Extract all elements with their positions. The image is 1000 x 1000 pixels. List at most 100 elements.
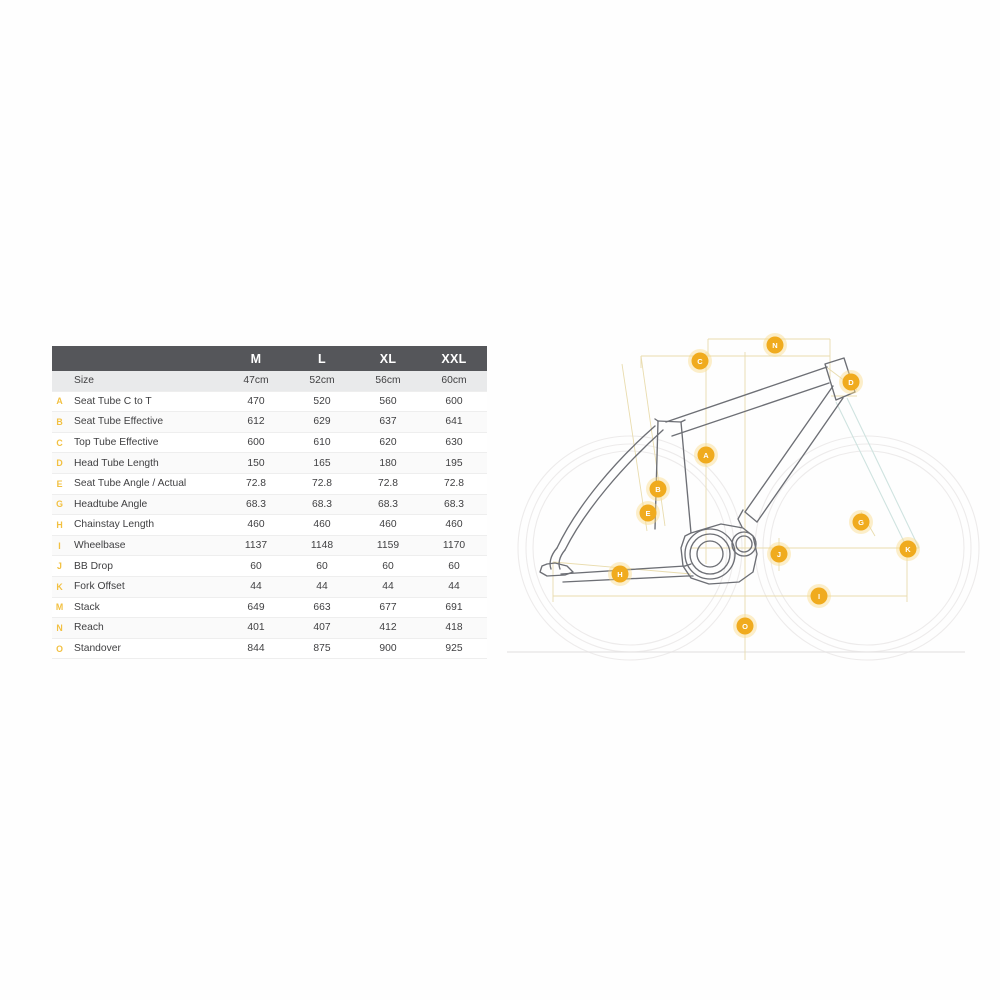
diagram-badge-c[interactable]: C (688, 349, 712, 373)
row-value-l: 875 (289, 638, 355, 660)
diagram-badge-d[interactable]: D (839, 370, 863, 394)
row-value-xxl: 460 (421, 514, 487, 536)
badge-circle[interactable] (736, 617, 754, 635)
header-size-xxl: XXL (421, 346, 487, 371)
row-value-l: 72.8 (289, 473, 355, 495)
row-value-size-xl: 56cm (355, 371, 421, 392)
row-value-l: 407 (289, 617, 355, 639)
row-value-m: 150 (223, 452, 289, 474)
row-value-xxl: 44 (421, 576, 487, 598)
diagram-badge-b[interactable]: B (646, 477, 670, 501)
row-label: Seat Tube Effective (68, 411, 223, 433)
row-label-size: Size (68, 371, 223, 392)
badge-circle[interactable] (810, 587, 828, 605)
table-row: K Fork Offset 44 44 44 44 (52, 576, 487, 598)
dimension-lines (552, 338, 919, 660)
row-value-l: 629 (289, 411, 355, 433)
row-label: Stack (68, 597, 223, 619)
row-value-xxl: 925 (421, 638, 487, 660)
row-value-xl: 677 (355, 597, 421, 619)
table-header-row: M L XL XXL (52, 346, 487, 371)
row-label: Top Tube Effective (68, 432, 223, 454)
row-key-letter: N (52, 617, 68, 639)
row-value-xl: 180 (355, 452, 421, 474)
diagram-badge-i[interactable]: I (807, 584, 831, 608)
row-value-xxl: 600 (421, 391, 487, 413)
row-key-letter: J (52, 555, 68, 577)
table-row: M Stack 649 663 677 691 (52, 597, 487, 619)
row-value-l: 610 (289, 432, 355, 454)
row-label: Reach (68, 617, 223, 639)
row-value-m: 844 (223, 638, 289, 660)
badge-circle[interactable] (649, 480, 667, 498)
table-row: A Seat Tube C to T 470 520 560 600 (52, 391, 487, 413)
badge-circle[interactable] (899, 540, 917, 558)
row-value-size-m: 47cm (223, 371, 289, 392)
row-value-m: 600 (223, 432, 289, 454)
row-value-xl: 60 (355, 555, 421, 577)
row-key-letter: M (52, 597, 68, 619)
table-row: G Headtube Angle 68.3 68.3 68.3 68.3 (52, 494, 487, 516)
row-value-xl: 72.8 (355, 473, 421, 495)
diagram-badge-a[interactable]: A (694, 443, 718, 467)
badge-circle[interactable] (852, 513, 870, 531)
row-value-xl: 44 (355, 576, 421, 598)
row-label: Chainstay Length (68, 514, 223, 536)
row-key-letter: A (52, 391, 68, 413)
row-label: Seat Tube C to T (68, 391, 223, 413)
row-value-m: 470 (223, 391, 289, 413)
row-value-size-xxl: 60cm (421, 371, 487, 392)
table-body: Size 47cm 52cm 56cm 60cm A Seat Tube C to… (52, 371, 487, 660)
row-value-xxl: 630 (421, 432, 487, 454)
table-row-size: Size 47cm 52cm 56cm 60cm (52, 371, 487, 392)
table-head: M L XL XXL (52, 346, 487, 371)
table-row: J BB Drop 60 60 60 60 (52, 555, 487, 577)
row-value-l: 68.3 (289, 494, 355, 516)
row-key-letter: I (52, 535, 68, 557)
row-value-m: 60 (223, 555, 289, 577)
row-key-size (52, 371, 68, 392)
row-label: Headtube Angle (68, 494, 223, 516)
row-value-xl: 637 (355, 411, 421, 433)
badge-circle[interactable] (639, 504, 657, 522)
row-label: Standover (68, 638, 223, 660)
badge-circle[interactable] (766, 336, 784, 354)
row-value-xxl: 691 (421, 597, 487, 619)
row-value-m: 649 (223, 597, 289, 619)
geometry-table: M L XL XXL Size 47cm 52cm 56cm 60cm A Sea… (52, 346, 487, 660)
diagram-badge-e[interactable]: E (636, 501, 660, 525)
row-value-xl: 620 (355, 432, 421, 454)
row-value-m: 612 (223, 411, 289, 433)
row-value-xl: 560 (355, 391, 421, 413)
row-value-xxl: 72.8 (421, 473, 487, 495)
row-key-letter: E (52, 473, 68, 495)
table-row: O Standover 844 875 900 925 (52, 638, 487, 660)
diagram-badge-k[interactable]: K (896, 537, 920, 561)
diagram-badge-n[interactable]: N (763, 333, 787, 357)
table-row: E Seat Tube Angle / Actual 72.8 72.8 72.8 72.… (52, 473, 487, 495)
badge-circle[interactable] (770, 545, 788, 563)
table-row: I Wheelbase 1137 1148 1159 1170 (52, 535, 487, 557)
header-size-xl: XL (355, 346, 421, 371)
row-value-xxl: 195 (421, 452, 487, 474)
diagram-badge-o[interactable]: O (733, 614, 757, 638)
row-key-letter: K (52, 576, 68, 598)
table-row: B Seat Tube Effective 612 629 637 641 (52, 411, 487, 433)
badge-circle[interactable] (691, 352, 709, 370)
row-value-xxl: 68.3 (421, 494, 487, 516)
diagram-badge-j[interactable]: J (767, 542, 791, 566)
row-value-xl: 900 (355, 638, 421, 660)
badge-circle[interactable] (611, 565, 629, 583)
badge-circle[interactable] (697, 446, 715, 464)
row-value-l: 520 (289, 391, 355, 413)
row-key-letter: B (52, 411, 68, 433)
row-value-xxl: 418 (421, 617, 487, 639)
badge-circle[interactable] (842, 373, 860, 391)
row-key-letter: D (52, 452, 68, 474)
row-value-l: 165 (289, 452, 355, 474)
row-label: BB Drop (68, 555, 223, 577)
diagram-badge-g[interactable]: G (849, 510, 873, 534)
diagram-badge-h[interactable]: H (608, 562, 632, 586)
